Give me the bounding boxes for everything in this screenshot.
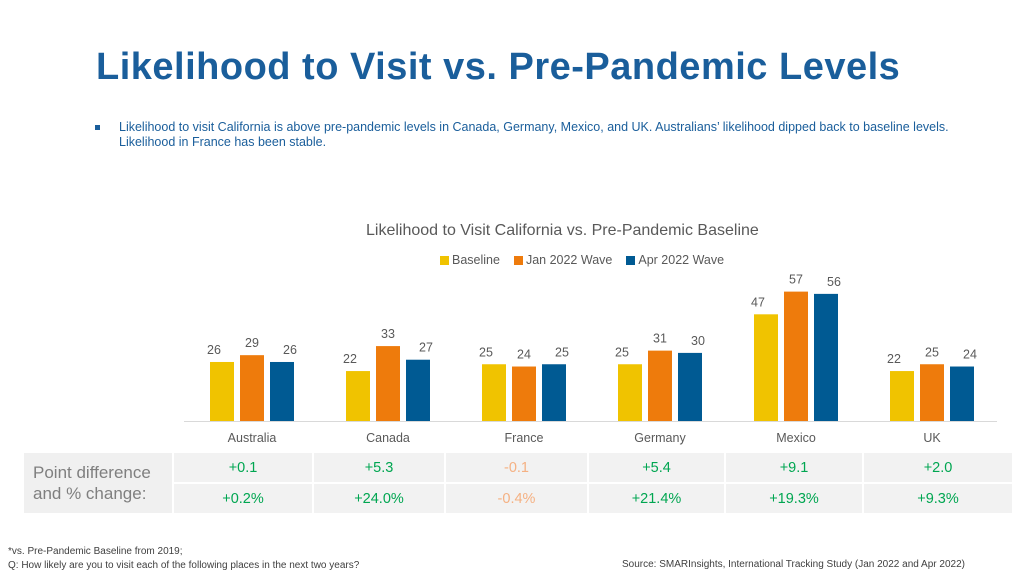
bar-baseline-uk <box>890 371 914 421</box>
data-label-jan-uk: 25 <box>925 345 939 359</box>
legend-swatch-baseline <box>440 255 449 265</box>
table-cell-point-diff-france: -0.1 <box>446 453 587 482</box>
bar-apr-canada <box>406 359 430 421</box>
data-label-baseline-mexico: 47 <box>751 295 765 309</box>
table-row-label: Point difference and % change: <box>24 453 172 513</box>
bar-baseline-france <box>482 364 506 421</box>
bar-baseline-canada <box>346 371 370 421</box>
legend-swatch-jan <box>513 255 523 265</box>
bar-apr-france <box>542 364 566 421</box>
data-label-baseline-canada: 22 <box>343 352 357 366</box>
table-cell-pct-change-australia: +0.2% <box>174 484 312 513</box>
data-label-baseline-france: 25 <box>479 345 493 359</box>
bar-jan-australia <box>240 355 264 421</box>
legend-label-baseline: Baseline <box>452 253 500 267</box>
data-label-apr-australia: 26 <box>283 343 297 357</box>
category-label-uk: UK <box>923 431 941 445</box>
data-label-apr-uk: 24 <box>963 348 977 362</box>
source-note: Source: SMARInsights, International Trac… <box>622 559 965 570</box>
bullet-icon <box>95 125 100 130</box>
data-label-baseline-germany: 25 <box>615 345 629 359</box>
table-cell-point-diff-mexico: +9.1 <box>726 453 862 482</box>
bar-jan-germany <box>648 350 672 421</box>
table-cell-pct-change-uk: +9.3% <box>864 484 1012 513</box>
bar-apr-australia <box>270 361 294 421</box>
data-label-jan-australia: 29 <box>245 336 259 350</box>
page-title: Likelihood to Visit vs. Pre-Pandemic Lev… <box>96 46 901 88</box>
data-label-apr-france: 25 <box>555 345 569 359</box>
chart-title: Likelihood to Visit California vs. Pre-P… <box>366 222 759 239</box>
table-cell-point-diff-canada: +5.3 <box>314 453 444 482</box>
category-label-mexico: Mexico <box>776 431 816 445</box>
table-cell-pct-change-france: -0.4% <box>446 484 587 513</box>
data-label-apr-mexico: 56 <box>827 275 841 289</box>
category-label-canada: Canada <box>366 431 410 445</box>
table-cell-pct-change-germany: +21.4% <box>589 484 724 513</box>
footnote-line-2: Q: How likely are you to visit each of t… <box>8 560 360 571</box>
summary-bullet: Likelihood to visit California is above … <box>95 120 995 150</box>
summary-text: Likelihood to visit California is above … <box>119 120 949 149</box>
bar-apr-mexico <box>814 293 838 421</box>
data-label-jan-germany: 31 <box>653 332 667 346</box>
legend-label-jan: Jan 2022 Wave <box>525 253 613 267</box>
table-cell-point-diff-uk: +2.0 <box>864 453 1012 482</box>
legend-item-jan: Jan 2022 Wave <box>513 253 613 267</box>
category-label-germany: Germany <box>634 431 686 445</box>
data-label-baseline-australia: 26 <box>207 343 221 357</box>
legend-label-apr: Apr 2022 Wave <box>638 253 725 267</box>
table-cell-point-diff-germany: +5.4 <box>589 453 724 482</box>
legend-swatch-apr <box>626 255 636 265</box>
data-label-jan-france: 24 <box>517 348 531 362</box>
bar-apr-germany <box>678 352 702 421</box>
bar-baseline-germany <box>618 364 642 421</box>
bar-jan-france <box>512 366 536 421</box>
legend-item-baseline: Baseline <box>440 253 500 267</box>
table-cell-pct-change-canada: +24.0% <box>314 484 444 513</box>
table-cell-pct-change-mexico: +19.3% <box>726 484 862 513</box>
bar-jan-uk <box>920 364 944 421</box>
data-label-jan-mexico: 57 <box>789 273 803 287</box>
bar-jan-mexico <box>784 291 808 421</box>
bar-apr-uk <box>950 366 974 421</box>
data-label-apr-canada: 27 <box>419 341 433 355</box>
footnote: *vs. Pre-Pandemic Baseline from 2019; Q:… <box>8 545 359 573</box>
bar-baseline-australia <box>210 361 234 421</box>
table-cell-point-diff-australia: +0.1 <box>174 453 312 482</box>
bar-jan-canada <box>376 346 400 421</box>
footnote-line-1: *vs. Pre-Pandemic Baseline from 2019; <box>8 546 183 557</box>
data-label-apr-germany: 30 <box>691 334 705 348</box>
category-label-australia: Australia <box>228 431 277 445</box>
data-label-jan-canada: 33 <box>381 327 395 341</box>
bar-baseline-mexico <box>754 314 778 421</box>
data-label-baseline-uk: 22 <box>887 352 901 366</box>
category-label-france: France <box>505 431 544 445</box>
legend-item-apr: Apr 2022 Wave <box>626 253 724 267</box>
chart-legend: Baseline Jan 2022 Wave Apr 2022 Wave <box>440 253 724 267</box>
